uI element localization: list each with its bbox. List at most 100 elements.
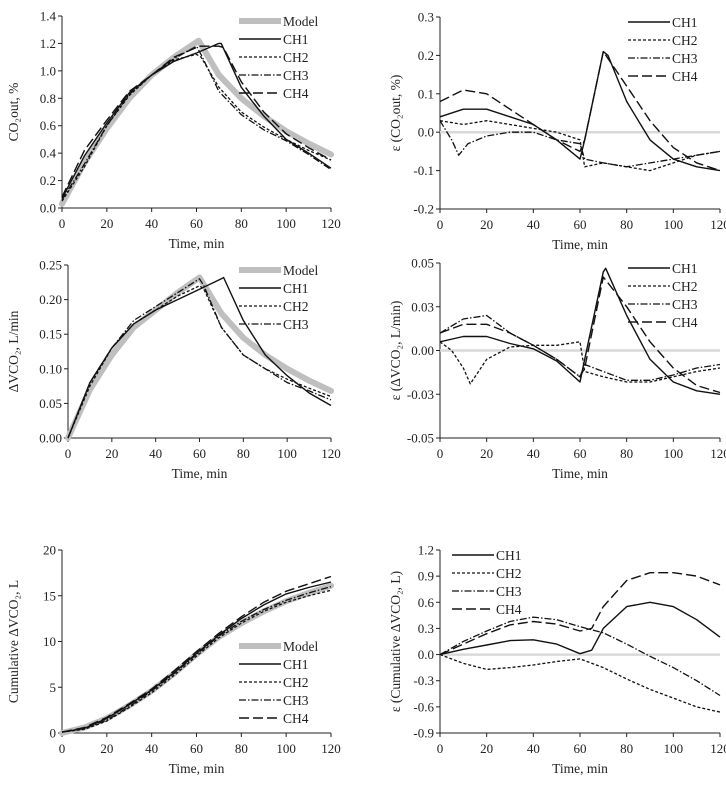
chart-panel-1: 0.0 0.2 0.4 0.6 0.8 1.0 1.2 1.4 0 20 40 60 80 100 120 T…	[6, 9, 341, 252]
legend-label-ch3: CH3	[283, 693, 309, 708]
y-tick-label: 5	[50, 680, 57, 695]
legend-label-ch2: CH2	[283, 675, 309, 690]
series-line-ch4	[61, 575, 332, 733]
y-tick-label: 1.2	[40, 36, 56, 51]
y-tick-label: 10	[43, 634, 56, 649]
y-tick-label: -0.3	[413, 673, 434, 688]
x-tick-label: 120	[321, 741, 341, 756]
x-tick-label: 80	[235, 741, 248, 756]
legend-label-ch4: CH4	[283, 711, 309, 726]
x-tick-label: 100	[664, 217, 684, 232]
x-tick-label: 20	[105, 446, 118, 461]
x-tick-label: 100	[664, 741, 684, 756]
chart-panel-5: 0 5 10 15 20 0 20 40 60 80 100 120 Time, min Cumulati…	[6, 543, 341, 777]
y-tick-label: 0.0	[418, 647, 434, 662]
series-line-ch3	[439, 616, 721, 697]
x-tick-label: 60	[190, 741, 203, 756]
x-tick-label: 0	[437, 217, 444, 232]
legend-label-ch2: CH2	[283, 299, 309, 314]
y-axis-label: Cumulative ΔVCO₂, L	[6, 580, 21, 703]
legend: Model CH1 CH2 CH3	[239, 263, 318, 332]
legend: Model CH1 CH2 CH3 CH4	[239, 639, 318, 726]
series-line-ch1	[439, 601, 721, 656]
x-tick-label: 40	[527, 446, 540, 461]
y-tick-label: -0.1	[413, 163, 434, 178]
x-tick-label: 60	[574, 446, 587, 461]
legend-label-ch4: CH4	[496, 602, 522, 617]
x-tick-label: 100	[277, 446, 297, 461]
x-axis-label: Time, min	[552, 466, 608, 481]
legend-label-ch2: CH2	[496, 566, 522, 581]
x-tick-label: 20	[100, 741, 113, 756]
y-tick-label: 1.2	[418, 543, 434, 558]
x-tick-label: 80	[620, 741, 633, 756]
x-tick-label: 80	[237, 446, 250, 461]
series-line-ch3	[61, 45, 332, 201]
chart-panel-2: -0.2 -0.1 0.0 0.1 0.2 0.3 0 20 40 60 80 100 120 Time,…	[388, 10, 726, 253]
series-line-ch3	[439, 120, 721, 168]
y-axis-label: CO₂out, %	[6, 83, 21, 142]
legend-label-ch1: CH1	[283, 657, 309, 672]
legend-label-ch3: CH3	[672, 51, 698, 66]
series-line-ch2	[61, 53, 332, 202]
y-tick-label: 1.4	[40, 9, 57, 24]
y-tick-label: 0.0	[418, 125, 434, 140]
y-tick-label: 0.00	[411, 343, 434, 358]
legend-label-ch1: CH1	[283, 281, 309, 296]
legend-label-ch3: CH3	[672, 297, 698, 312]
y-tick-label: 0.20	[39, 292, 62, 307]
y-tick-label: 0.2	[418, 48, 434, 63]
legend-label-model: Model	[283, 263, 318, 278]
legend-label-ch1: CH1	[283, 32, 309, 47]
x-axis-label: Time, min	[169, 761, 225, 776]
series-line-ch1	[439, 267, 721, 395]
x-tick-label: 60	[574, 217, 587, 232]
x-axis-label: Time, min	[169, 236, 225, 251]
x-tick-label: 40	[527, 217, 540, 232]
x-tick-label: 80	[235, 216, 248, 231]
chart-panel-4: -0.05 -0.03 0.00 0.03 0.05 0 20 40 60 80 100 120 Tim…	[388, 256, 726, 482]
y-tick-label: 0	[50, 726, 57, 741]
series-line-ch4	[439, 572, 721, 656]
y-tick-label: 0.3	[418, 10, 434, 25]
legend: CH1 CH2 CH3 CH4	[452, 548, 522, 617]
x-tick-label: 60	[190, 216, 203, 231]
x-tick-label: 60	[574, 741, 587, 756]
legend-label-ch4: CH4	[283, 86, 309, 101]
y-tick-label: 0.0	[40, 201, 56, 216]
y-tick-label: -0.05	[407, 431, 434, 446]
x-tick-label: 40	[145, 741, 158, 756]
x-tick-label: 20	[480, 741, 493, 756]
legend-label-ch1: CH1	[672, 261, 698, 276]
series-line-ch4	[439, 276, 721, 394]
y-tick-label: 0.9	[418, 569, 434, 584]
x-tick-label: 0	[437, 446, 444, 461]
x-tick-label: 100	[276, 216, 296, 231]
legend-label-ch1: CH1	[672, 15, 698, 30]
y-tick-label: 0.05	[39, 396, 62, 411]
y-tick-label: -0.2	[413, 202, 434, 217]
x-tick-label: 20	[100, 216, 113, 231]
y-tick-label: 0.15	[39, 327, 62, 342]
x-tick-label: 0	[59, 741, 66, 756]
x-tick-label: 80	[620, 446, 633, 461]
y-axis-label: ε (CO₂out, %)	[388, 75, 403, 152]
x-tick-label: 120	[321, 216, 341, 231]
legend: CH1 CH2 CH3 CH4	[628, 15, 698, 84]
y-axis-label: ΔVCO₂, L/min	[6, 310, 21, 392]
x-tick-label: 120	[710, 741, 726, 756]
series-line-ch1	[61, 42, 332, 199]
x-tick-label: 0	[437, 741, 444, 756]
legend: Model CH1 CH2 CH3 CH4	[239, 14, 318, 101]
y-axis-label: ε (Cumulative ΔVCO₂, L)	[388, 571, 403, 712]
legend-label-ch4: CH4	[672, 69, 698, 84]
x-tick-label: 100	[664, 446, 684, 461]
y-tick-label: 0.6	[418, 595, 435, 610]
legend-label-model: Model	[283, 14, 318, 29]
series-line-ch3	[439, 314, 721, 381]
y-tick-label: 0.1	[418, 86, 434, 101]
x-axis-label: Time, min	[172, 466, 228, 481]
legend: CH1 CH2 CH3 CH4	[628, 261, 698, 330]
legend-label-ch4: CH4	[672, 315, 698, 330]
